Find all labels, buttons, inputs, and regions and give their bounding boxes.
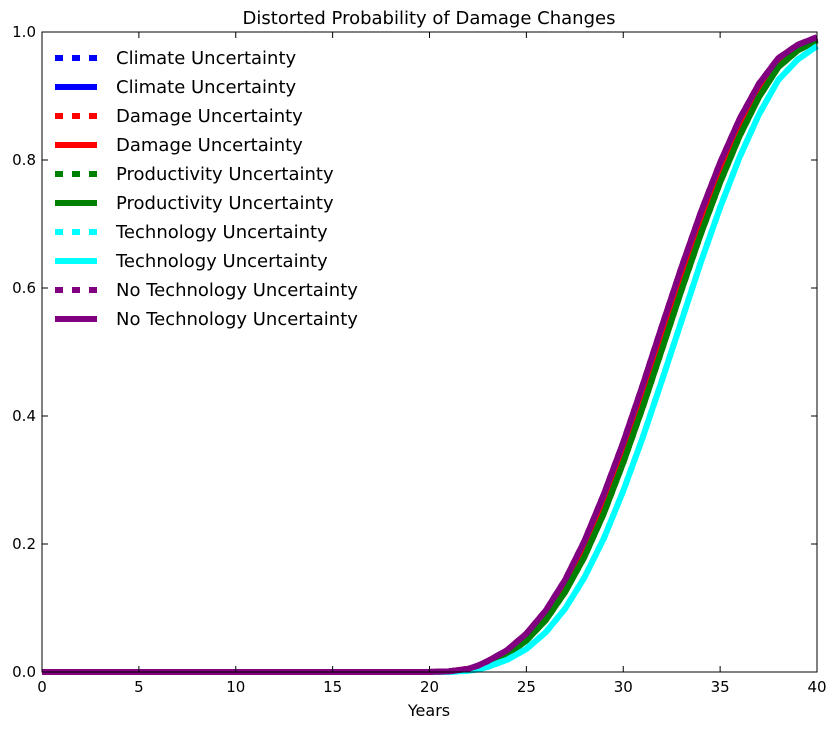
series-line-2 <box>42 35 819 675</box>
x-tick-label-8: 40 <box>807 678 826 696</box>
legend-label-9: No Technology Uncertainty <box>116 309 358 330</box>
x-tick-label-5: 25 <box>517 678 536 696</box>
y-tick-label-3: 0.6 <box>12 279 36 297</box>
y-tick-label-4: 0.8 <box>12 151 36 169</box>
legend-label-6: Technology Uncertainty <box>115 222 328 243</box>
legend-label-4: Productivity Uncertainty <box>116 164 334 185</box>
y-axis: 0.0 0.2 0.4 0.6 0.8 1.0 <box>12 23 817 681</box>
series-line-9 <box>42 34 819 675</box>
legend-label-2: Damage Uncertainty <box>116 106 303 127</box>
x-tick-label-0: 0 <box>37 678 47 696</box>
x-tick-label-7: 35 <box>711 678 730 696</box>
x-tick-label-3: 15 <box>323 678 342 696</box>
series-line-8 <box>42 34 819 675</box>
x-axis: 0 5 10 15 20 25 30 35 40 <box>37 32 827 696</box>
y-tick-label-5: 1.0 <box>12 23 36 41</box>
legend-label-1: Climate Uncertainty <box>116 77 296 98</box>
legend-label-3: Damage Uncertainty <box>116 135 303 156</box>
chart-title: Distorted Probability of Damage Changes <box>243 8 616 29</box>
series-line-3 <box>42 35 819 675</box>
x-tick-label-6: 30 <box>614 678 633 696</box>
series-line-1 <box>42 36 819 675</box>
series-line-7 <box>42 43 819 675</box>
x-axis-label: Years <box>407 701 450 720</box>
y-tick-label-1: 0.2 <box>12 535 36 553</box>
y-tick-label-2: 0.4 <box>12 407 36 425</box>
x-tick-label-1: 5 <box>134 678 144 696</box>
x-tick-label-4: 20 <box>420 678 439 696</box>
legend-label-7: Technology Uncertainty <box>115 251 328 272</box>
y-tick-label-0: 0.0 <box>12 663 36 681</box>
series-layer <box>42 34 819 675</box>
plot-frame <box>41 31 818 673</box>
legend-label-5: Productivity Uncertainty <box>116 193 334 214</box>
legend: Climate Uncertainty Climate Uncertainty Da… <box>55 48 358 330</box>
x-tick-label-2: 10 <box>226 678 245 696</box>
legend-label-8: No Technology Uncertainty <box>116 280 358 301</box>
series-line-0 <box>42 36 819 675</box>
legend-label-0: Climate Uncertainty <box>116 48 296 69</box>
